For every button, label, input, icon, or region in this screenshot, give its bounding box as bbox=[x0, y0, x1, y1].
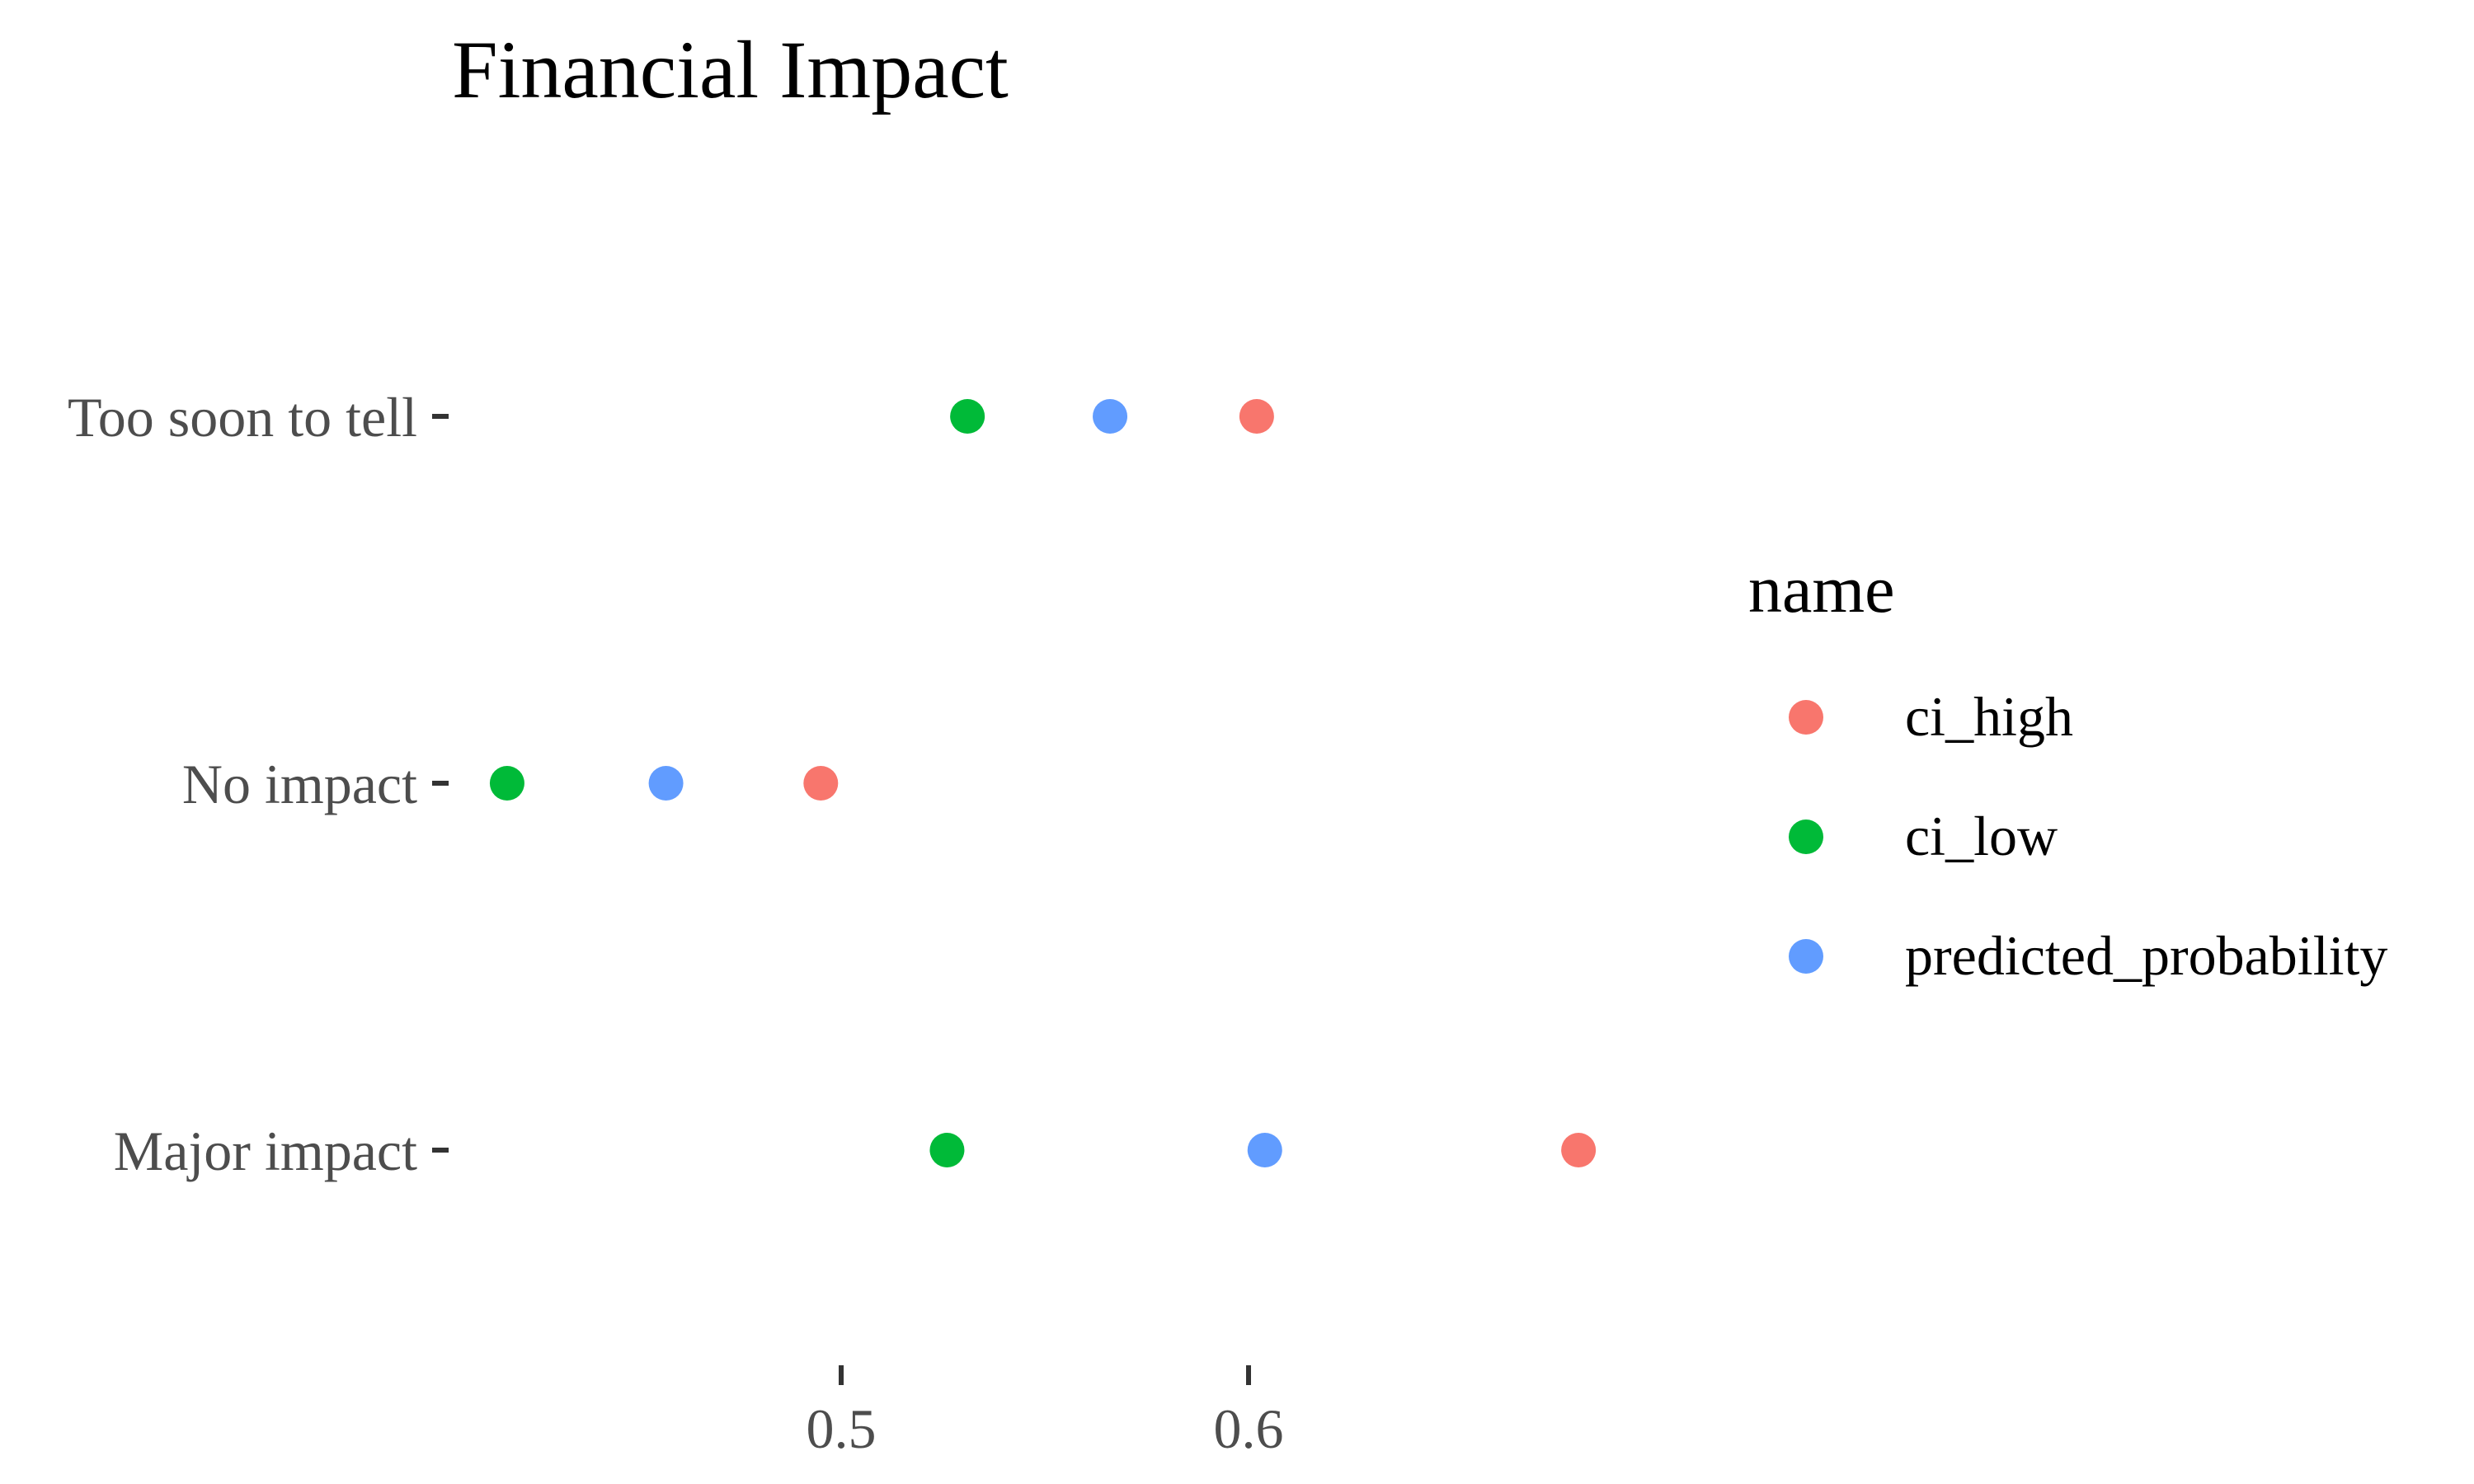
point-ci-high bbox=[803, 766, 839, 801]
legend: name ci_high ci_low predicted_probability bbox=[1748, 552, 2387, 987]
point-predicted-probability bbox=[1093, 399, 1128, 434]
legend-label: predicted_probability bbox=[1905, 924, 2387, 987]
legend-label: ci_high bbox=[1905, 685, 2073, 748]
point-ci-low bbox=[489, 766, 524, 801]
y-tick-label: Too soon to tell bbox=[68, 386, 417, 448]
chart-title: Financial Impact bbox=[452, 24, 1009, 115]
point-ci-low bbox=[950, 399, 985, 434]
legend-key-ci-high bbox=[1789, 700, 1823, 735]
point-predicted-probability bbox=[1247, 1133, 1282, 1167]
x-tick-label: 0.6 bbox=[1214, 1397, 1284, 1460]
point-ci-high bbox=[1561, 1133, 1597, 1167]
y-axis: Too soon to tell No impact Major impact bbox=[68, 386, 449, 1182]
y-tick-label: Major impact bbox=[114, 1120, 417, 1182]
data-points bbox=[489, 399, 1597, 1167]
point-ci-low bbox=[929, 1133, 965, 1167]
legend-title: name bbox=[1748, 552, 1895, 627]
point-ci-high bbox=[1239, 399, 1274, 434]
legend-key-predicted-probability bbox=[1789, 939, 1823, 974]
x-tick-label: 0.5 bbox=[807, 1397, 877, 1460]
legend-key-ci-low bbox=[1789, 819, 1823, 854]
x-axis: 0.5 0.6 bbox=[807, 1365, 1284, 1460]
point-predicted-probability bbox=[648, 766, 684, 801]
legend-label: ci_low bbox=[1905, 805, 2058, 867]
legend-items: ci_high ci_low predicted_probability bbox=[1789, 685, 2387, 987]
y-tick-label: No impact bbox=[182, 753, 417, 815]
